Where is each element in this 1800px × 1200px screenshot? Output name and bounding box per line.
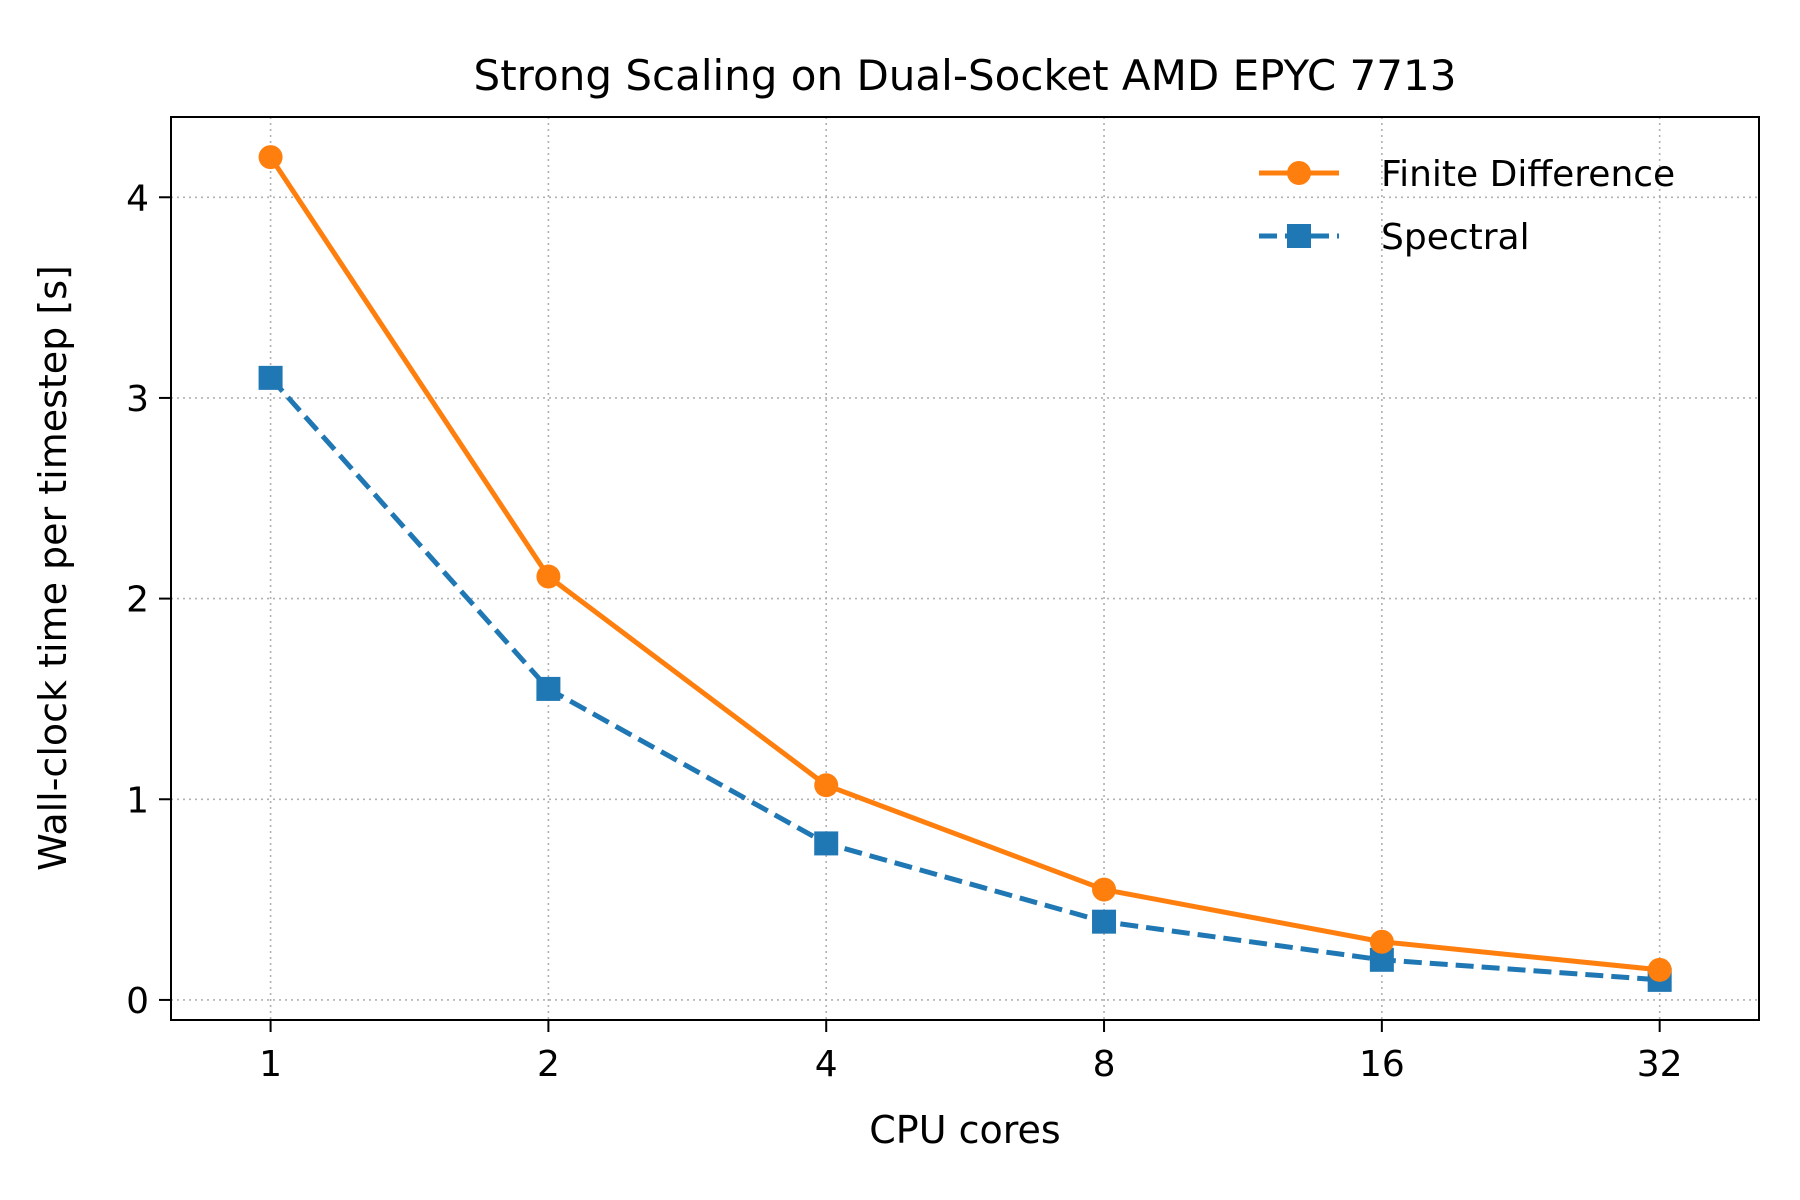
- axis-ticks: 1 2 4 8 16 32 0 1 2 3 4: [126, 178, 1682, 1085]
- data-point-finite-difference: [1369, 929, 1394, 954]
- chart-title: Strong Scaling on Dual-Socket AMD EPYC 7…: [474, 51, 1457, 100]
- y-tick-label: 2: [126, 580, 149, 621]
- series-line-spectral: [268, 376, 1660, 983]
- data-point-finite-difference: [536, 564, 561, 589]
- x-axis-label: CPU cores: [869, 1108, 1060, 1152]
- y-tick-label: 0: [126, 981, 149, 1022]
- data-point-spectral: [814, 831, 839, 856]
- series-spectral: [258, 365, 1672, 992]
- data-point-finite-difference: [1092, 877, 1117, 902]
- y-axis-label: Wall-clock time per timestep [s]: [31, 265, 75, 871]
- y-tick-label: 1: [126, 780, 149, 821]
- legend-entry-spectral: Spectral: [1259, 217, 1530, 258]
- legend: Finite Difference Spectral: [1259, 154, 1675, 258]
- legend-label-finite-difference: Finite Difference: [1381, 154, 1675, 195]
- y-tick-label: 4: [126, 178, 149, 219]
- data-point-spectral: [536, 676, 561, 701]
- x-tick-label: 4: [815, 1044, 838, 1085]
- x-tick-label: 8: [1093, 1044, 1116, 1085]
- data-point-spectral: [258, 365, 283, 390]
- data-point-finite-difference: [814, 773, 839, 798]
- x-tick-label: 16: [1359, 1044, 1405, 1085]
- plot-frame: [170, 116, 1760, 1021]
- x-tick-label: 2: [537, 1044, 560, 1085]
- series-finite-difference: [258, 145, 1672, 982]
- data-point-spectral: [1092, 909, 1117, 934]
- y-tick-label: 3: [126, 379, 149, 420]
- legend-label-spectral: Spectral: [1381, 217, 1530, 258]
- legend-marker-finite-difference: [1287, 161, 1311, 185]
- legend-entry-finite-difference: Finite Difference: [1259, 154, 1675, 195]
- data-point-finite-difference: [258, 145, 283, 170]
- x-tick-label: 1: [259, 1044, 282, 1085]
- legend-marker-spectral: [1287, 224, 1311, 248]
- series-line-finite-difference: [268, 155, 1660, 973]
- series-layer: [258, 145, 1672, 992]
- x-tick-label: 32: [1637, 1044, 1683, 1085]
- data-point-finite-difference: [1647, 957, 1672, 982]
